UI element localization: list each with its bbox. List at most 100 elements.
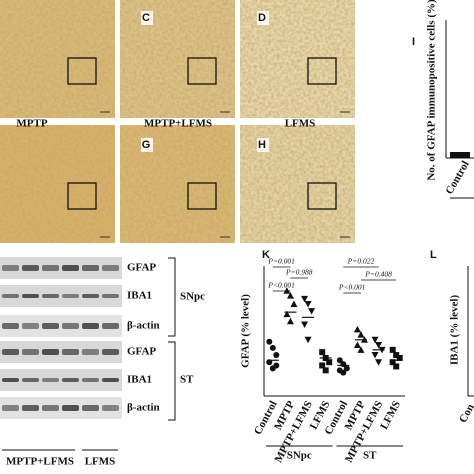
- panel-letter: K: [262, 249, 270, 261]
- p-value: P<0.001: [338, 283, 366, 292]
- letter-bg: [257, 138, 269, 152]
- blot-band: [2, 378, 19, 382]
- point: [393, 352, 400, 359]
- panel-letter: G: [142, 139, 151, 151]
- point: [283, 287, 291, 294]
- band-label: IBA1: [127, 290, 152, 302]
- panel-letter: L: [430, 249, 437, 261]
- micrograph-texture: [120, 0, 235, 118]
- blot-band: [82, 405, 99, 411]
- point: [375, 359, 383, 366]
- x-tick-label: Control: [252, 399, 280, 437]
- point: [393, 363, 400, 370]
- blot-band: [22, 265, 39, 271]
- point: [308, 308, 316, 315]
- blot-strip: [0, 341, 122, 363]
- point: [322, 367, 329, 374]
- inset-box: [187, 57, 217, 85]
- blot-band: [82, 349, 99, 355]
- p-value: P=0.001: [267, 257, 295, 266]
- inset-box: [307, 182, 337, 210]
- blot-band: [42, 294, 59, 298]
- point: [266, 338, 273, 345]
- blot-band: [102, 265, 119, 271]
- group-label: SNpc: [287, 450, 312, 462]
- micrograph-texture: [120, 125, 235, 243]
- region-bracket: [168, 341, 176, 421]
- region-label: ST: [180, 374, 194, 386]
- blot-band: [42, 349, 59, 355]
- band-label: β-actin: [127, 320, 160, 332]
- blot-band: [82, 323, 99, 329]
- lane-label: LFMS: [85, 456, 116, 468]
- blot-band: [2, 294, 19, 298]
- blot-band: [62, 294, 79, 298]
- y-axis-label: No. of GFAP immunopositive cells (%): [426, 0, 438, 181]
- blot-band: [2, 265, 19, 271]
- panel-letter: H: [258, 139, 266, 151]
- micrograph-caption: MPTP+LFMS: [144, 118, 212, 130]
- point: [301, 295, 309, 303]
- band-label: β-actin: [127, 402, 160, 414]
- point: [326, 359, 333, 366]
- blot-band: [62, 323, 79, 329]
- panel-letter: C: [142, 12, 150, 24]
- point: [273, 352, 280, 359]
- blot-band: [42, 265, 59, 271]
- inset-box: [67, 182, 97, 210]
- letter-bg: [257, 11, 269, 25]
- blot-strip: [0, 285, 122, 307]
- blot-band: [102, 405, 119, 411]
- blot-strip: [0, 369, 122, 391]
- band-label: GFAP: [127, 346, 156, 358]
- panel-letter: I: [412, 36, 415, 48]
- lane-label: MPTP+LFMS: [6, 456, 74, 468]
- blot-band: [62, 405, 79, 411]
- blot-band: [82, 378, 99, 382]
- inset-box: [67, 57, 97, 85]
- blot-band: [2, 323, 19, 329]
- band-label: IBA1: [127, 374, 152, 386]
- blot-band: [102, 378, 119, 382]
- blot-band: [42, 323, 59, 329]
- blot-strip: [0, 315, 122, 337]
- band-label: GFAP: [127, 262, 156, 274]
- point: [304, 336, 312, 344]
- point: [286, 317, 294, 325]
- point: [269, 344, 276, 351]
- p-value: P<0.001: [267, 281, 295, 290]
- point: [343, 365, 350, 372]
- point: [319, 349, 326, 356]
- blot-band: [22, 349, 39, 355]
- micrograph-texture: [0, 125, 115, 243]
- y-axis-label: GFAP (% level): [240, 294, 252, 368]
- point: [301, 321, 309, 328]
- point: [273, 362, 280, 369]
- p-value: P=0.988: [285, 268, 313, 277]
- blot-band: [22, 405, 39, 411]
- point: [304, 301, 312, 308]
- blot-band: [42, 405, 59, 411]
- panel-letter: D: [258, 12, 266, 24]
- point: [336, 357, 343, 364]
- blot-band: [82, 265, 99, 271]
- y-axis-label: IBA1 (% level): [449, 295, 461, 366]
- micrograph-caption: MPTP: [16, 118, 47, 130]
- point: [357, 331, 365, 338]
- point: [375, 341, 383, 349]
- blot-band: [102, 294, 119, 298]
- letter-bg: [141, 11, 153, 25]
- blot-band: [2, 405, 19, 411]
- micrograph-caption: LFMS: [285, 118, 316, 130]
- region-bracket: [168, 257, 176, 337]
- x-tick-label: Con: [457, 402, 474, 425]
- blot-band: [2, 349, 19, 355]
- blot-band: [62, 349, 79, 355]
- point: [389, 359, 396, 366]
- point: [286, 292, 294, 299]
- inset-box: [187, 182, 217, 210]
- blot-band: [42, 378, 59, 382]
- blot-band: [22, 378, 39, 382]
- point: [371, 336, 379, 344]
